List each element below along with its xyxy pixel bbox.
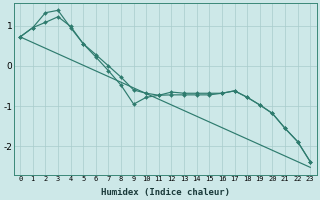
- X-axis label: Humidex (Indice chaleur): Humidex (Indice chaleur): [101, 188, 230, 197]
